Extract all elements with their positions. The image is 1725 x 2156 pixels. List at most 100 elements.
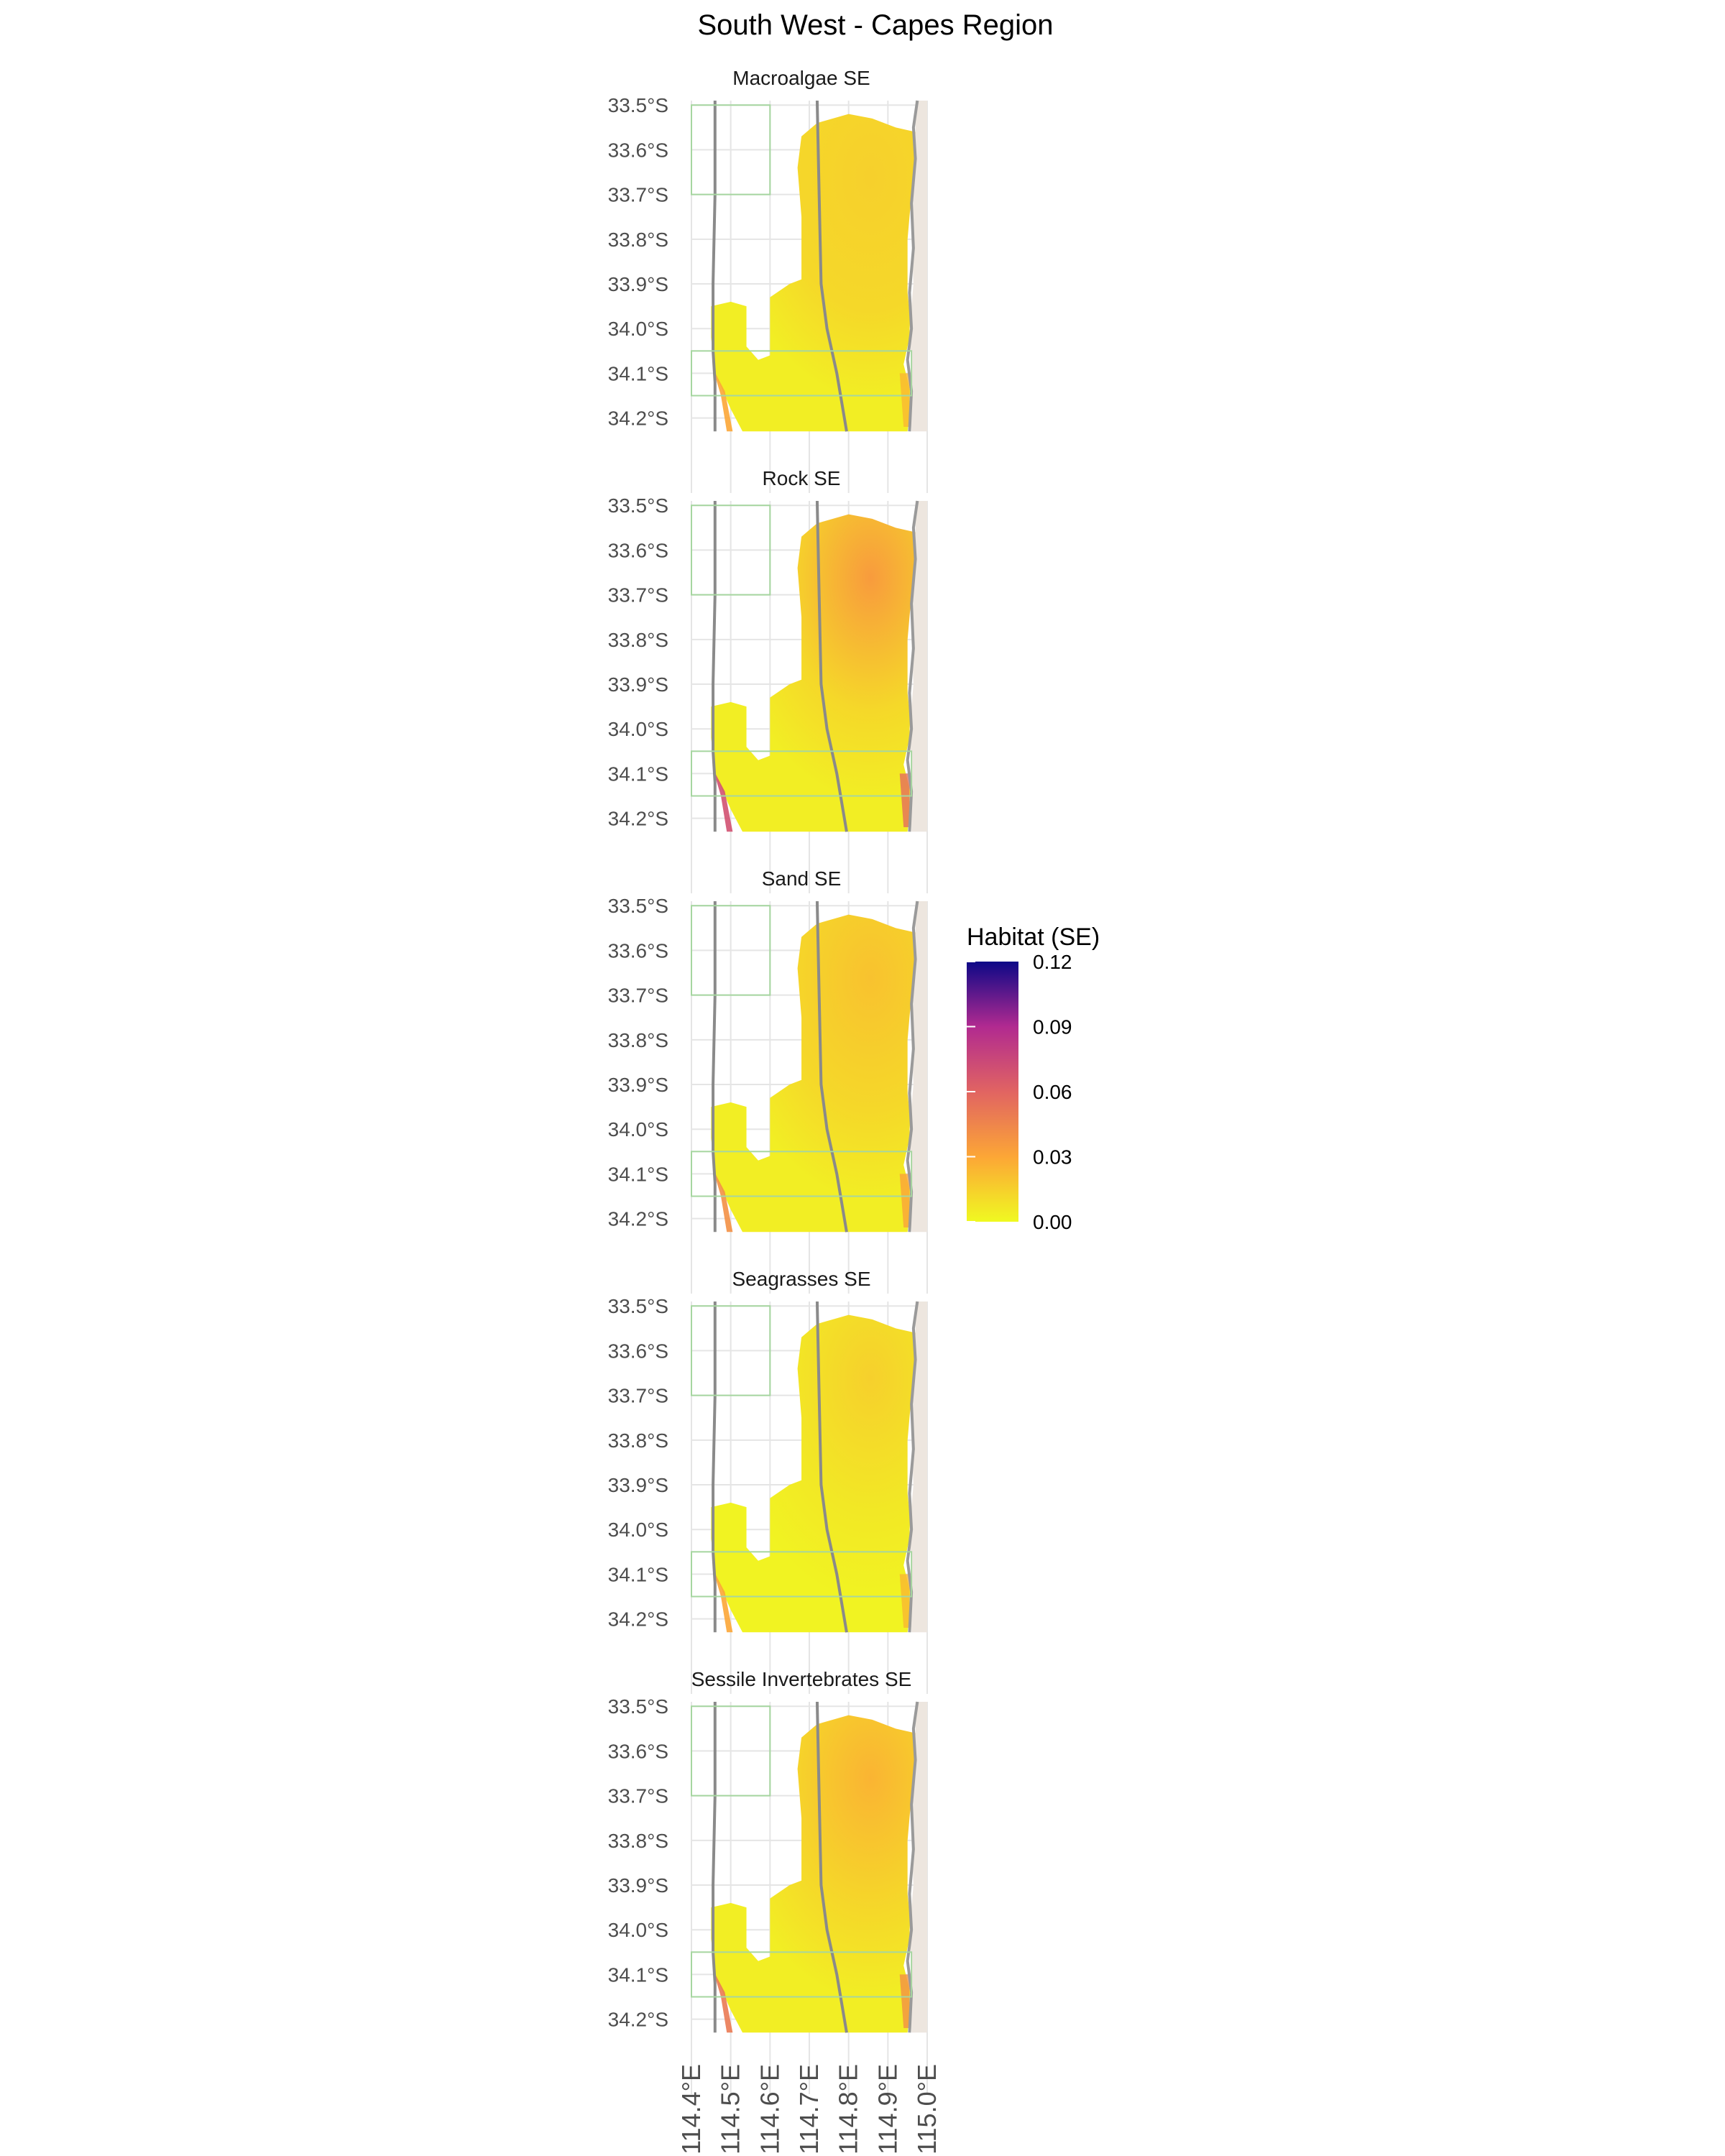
y-tick-label: 33.8°S (608, 229, 668, 251)
se-raster (711, 114, 916, 432)
x-axis: 114.4°E 114.5°E 114.6°E 114.7°E 114.8°E 114.9… (676, 2064, 942, 2155)
y-tick-label: 33.8°S (608, 629, 668, 651)
facet-panels: Macroalgae SE 33.5°S 33.6°S 33.7°S 33.8°S 33.… (608, 67, 928, 2094)
y-tick-label: 33.9°S (608, 1074, 668, 1096)
y-tick-label: 33.7°S (608, 584, 668, 607)
depth-contour-east (815, 1301, 848, 1633)
se-hotspot-coast (899, 1174, 910, 1228)
facet-panel: Sessile Invertebrates SE 33.5°S 33.6°S 33.7… (608, 1668, 928, 2094)
coastline (906, 900, 919, 1233)
y-tick-label: 33.6°S (608, 939, 668, 962)
y-tick-label: 34.0°S (608, 718, 668, 740)
y-tick-label: 33.5°S (608, 94, 668, 116)
y-tick-label: 34.0°S (608, 1118, 668, 1141)
x-tick-label: 115.0°E (912, 2064, 942, 2155)
chart-title: South West - Capes Region (697, 9, 1053, 41)
depth-contour-west (712, 1302, 717, 1633)
y-tick-label: 33.5°S (608, 494, 668, 517)
y-tick-label: 33.5°S (608, 1295, 668, 1317)
facet-title: Sand SE (762, 867, 842, 890)
y-tick-label: 34.1°S (608, 362, 668, 384)
y-tick-label: 34.0°S (608, 1519, 668, 1541)
x-tick-label: 114.7°E (794, 2064, 824, 2155)
coastline (906, 1701, 919, 2033)
x-tick-label: 114.6°E (755, 2064, 784, 2155)
depth-contour-east (815, 900, 848, 1233)
y-tick-label: 34.1°S (608, 763, 668, 785)
marine-park-box-south (691, 1551, 913, 1598)
legend-title: Habitat (SE) (967, 923, 1100, 951)
se-hotspot-southwest (713, 369, 733, 432)
marine-park-box-north (691, 104, 771, 195)
se-hotspot-coast (899, 1974, 910, 2029)
y-tick-label: 33.9°S (608, 1874, 668, 1897)
y-tick-label: 33.9°S (608, 1474, 668, 1496)
y-tick-label: 33.6°S (608, 1740, 668, 1762)
legend: Habitat (SE) 0.12 0.09 0.06 0.03 0.00 (967, 923, 1100, 1233)
y-tick-label: 33.5°S (608, 895, 668, 917)
x-tick-label: 114.4°E (676, 2064, 706, 2155)
marine-park-box-north (691, 1305, 771, 1396)
legend-tick-label: 0.06 (1033, 1081, 1072, 1103)
se-raster (711, 914, 916, 1233)
legend-tick-label: 0.03 (1033, 1146, 1072, 1169)
y-tick-label: 33.7°S (608, 184, 668, 206)
facet-panel: Rock SE 33.5°S 33.6°S 33.7°S 33.8°S 33.9°S 34.… (608, 467, 928, 893)
marine-park-box-north (691, 505, 771, 596)
y-tick-label: 33.7°S (608, 1785, 668, 1807)
x-tick-label: 114.5°E (716, 2064, 745, 2155)
facet-panel: Sand SE 33.5°S 33.6°S 33.7°S 33.8°S 33.9°S 34.… (608, 867, 928, 1294)
y-tick-label: 34.0°S (608, 318, 668, 340)
legend-tick-label: 0.00 (1033, 1211, 1072, 1233)
depth-contour-west (712, 901, 717, 1233)
y-tick-label: 34.1°S (608, 1563, 668, 1585)
facet-title: Rock SE (763, 467, 841, 489)
se-hotspot-southwest (713, 769, 733, 832)
se-hotspot-southwest (713, 1570, 733, 1633)
depth-contour-east (815, 1701, 848, 2033)
y-tick-label: 34.2°S (608, 1208, 668, 1230)
legend-tick-label: 0.12 (1033, 951, 1072, 973)
depth-contour-east (815, 500, 848, 832)
marine-park-box-south (691, 350, 913, 397)
depth-contour-east (815, 100, 848, 432)
y-tick-label: 34.2°S (608, 808, 668, 830)
se-hotspot-southwest (713, 1169, 733, 1233)
coastline (906, 1301, 919, 1633)
y-tick-label: 34.1°S (608, 1163, 668, 1185)
coastline (906, 500, 919, 832)
facet-title: Sessile Invertebrates SE (691, 1668, 912, 1690)
depth-contour-west (712, 101, 717, 432)
se-raster (711, 1715, 916, 2033)
y-tick-label: 33.8°S (608, 1029, 668, 1051)
y-tick-label: 34.2°S (608, 2009, 668, 2031)
facet-panel: Seagrasses SE 33.5°S 33.6°S 33.7°S 33.8°S 33.… (608, 1268, 928, 1694)
depth-contour-west (712, 1702, 717, 2033)
se-raster (711, 514, 916, 832)
legend-tick-label: 0.09 (1033, 1016, 1072, 1038)
facet-panel: Macroalgae SE 33.5°S 33.6°S 33.7°S 33.8°S 33.… (608, 67, 928, 493)
y-tick-label: 33.7°S (608, 985, 668, 1007)
coastline (906, 100, 919, 432)
y-tick-label: 33.6°S (608, 1340, 668, 1362)
x-tick-label: 114.9°E (873, 2064, 902, 2155)
marine-park-box-north (691, 1705, 771, 1797)
y-tick-label: 33.9°S (608, 273, 668, 295)
depth-contour-west (712, 501, 717, 832)
y-tick-label: 33.8°S (608, 1429, 668, 1452)
facet-title: Seagrasses SE (732, 1268, 871, 1290)
y-tick-label: 34.1°S (608, 1963, 668, 1986)
y-tick-label: 33.5°S (608, 1695, 668, 1718)
se-hotspot-coast (899, 373, 910, 428)
y-tick-label: 33.6°S (608, 139, 668, 161)
marine-park-box-south (691, 750, 913, 797)
y-tick-label: 34.0°S (608, 1919, 668, 1941)
se-raster (711, 1314, 916, 1633)
marine-park-box-south (691, 1951, 913, 1998)
se-hotspot-coast (899, 773, 910, 828)
y-tick-label: 33.9°S (608, 673, 668, 696)
y-tick-label: 33.7°S (608, 1385, 668, 1407)
facet-title: Macroalgae SE (732, 67, 870, 89)
se-hotspot-southwest (713, 1970, 733, 2033)
